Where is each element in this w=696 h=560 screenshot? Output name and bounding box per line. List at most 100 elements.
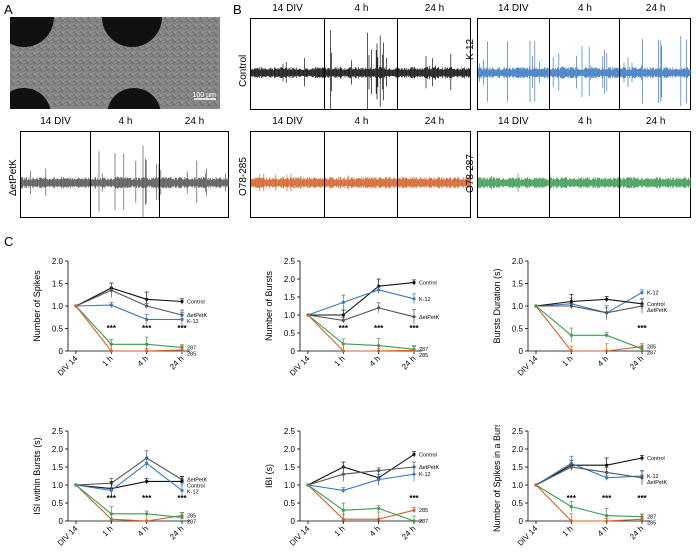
y-tick-label: 2.5 bbox=[284, 257, 296, 266]
data-point bbox=[412, 281, 416, 285]
data-point bbox=[341, 300, 345, 304]
data-point bbox=[605, 470, 609, 474]
chart-svg: 0 0.5 1.0 1.5 2.0 2.5 DIV 14 1 h 4 h 24 h Number o… bbox=[264, 257, 440, 378]
x-tick-label: DIV 14 bbox=[516, 524, 540, 548]
trace-waveform bbox=[478, 173, 549, 192]
x-tick-label: 24 h bbox=[400, 354, 417, 371]
series-line bbox=[75, 305, 183, 348]
y-tick-label: 0 bbox=[519, 347, 524, 356]
x-tick-label: DIV 14 bbox=[288, 354, 312, 378]
trace-waveform bbox=[549, 46, 621, 97]
significance-stars: *** bbox=[374, 324, 384, 333]
y-tick-label: 1.5 bbox=[52, 463, 64, 472]
data-point bbox=[569, 299, 573, 304]
series-end-label: K-12 bbox=[647, 474, 659, 480]
data-point bbox=[534, 304, 538, 308]
series-end-label: Control bbox=[187, 300, 205, 306]
data-point bbox=[109, 512, 113, 516]
data-point bbox=[569, 304, 573, 308]
trace-segment: 14 DIV bbox=[251, 3, 324, 109]
series-end-label: 285 bbox=[187, 351, 196, 357]
data-point bbox=[145, 297, 149, 301]
segment-label: 24 h bbox=[645, 3, 666, 14]
y-axis-label: Number of Spikes bbox=[32, 270, 42, 342]
series-line bbox=[75, 462, 183, 491]
data-point bbox=[180, 348, 184, 352]
data-point bbox=[341, 472, 345, 476]
y-tick-label: 2.0 bbox=[284, 275, 296, 284]
series-end-label: K-12 bbox=[419, 472, 431, 478]
chart-3: 0 0.5 1.0 1.5 2.0 DIV 14 1 h 4 h 24 h Bursts Dura… bbox=[480, 255, 690, 390]
significance-stars: *** bbox=[637, 324, 647, 333]
y-tick-label: 1.0 bbox=[512, 481, 524, 490]
data-point bbox=[109, 349, 113, 353]
x-tick-label: 4 h bbox=[596, 354, 610, 368]
trace-segment: 24 h bbox=[159, 116, 229, 217]
data-point bbox=[412, 315, 416, 319]
series-line bbox=[75, 305, 183, 352]
chart-svg: 0 0.5 1.0 1.5 2.0 DIV 14 1 h 4 h 24 h Bursts Dura… bbox=[492, 257, 668, 378]
trace-segment: 4 h bbox=[90, 116, 160, 217]
panel-letter-a: A bbox=[4, 2, 13, 17]
electrode-bottom-left bbox=[10, 88, 51, 109]
data-point bbox=[377, 288, 381, 292]
data-point bbox=[109, 288, 113, 292]
series-line bbox=[535, 298, 643, 307]
trace-waveform bbox=[251, 58, 324, 87]
trace-box-3: 14 DIV 4 h 24 h ΔetPetK bbox=[8, 116, 229, 218]
significance-stars: *** bbox=[567, 494, 577, 503]
trace-waveform bbox=[91, 145, 160, 217]
data-point bbox=[605, 297, 609, 301]
series-line bbox=[307, 484, 415, 522]
x-tick-label: DIV 14 bbox=[516, 354, 540, 378]
trace-segment: 4 h bbox=[324, 116, 398, 217]
data-point bbox=[377, 506, 381, 510]
y-tick-label: 2.0 bbox=[284, 445, 296, 454]
data-point bbox=[377, 469, 381, 473]
y-tick-label: 2.5 bbox=[512, 427, 524, 436]
series-line bbox=[535, 466, 643, 486]
series-end-label: 285 bbox=[187, 514, 196, 520]
significance-stars: *** bbox=[177, 494, 187, 503]
trace-signal bbox=[620, 36, 691, 107]
data-point bbox=[145, 461, 149, 465]
data-point bbox=[145, 349, 149, 353]
series-end-label: K-12 bbox=[419, 297, 431, 303]
y-tick-label: 1.5 bbox=[512, 463, 524, 472]
series-line bbox=[307, 314, 415, 352]
data-point bbox=[341, 313, 345, 317]
trace-segment: 24 h bbox=[397, 116, 471, 217]
significance-stars: *** bbox=[177, 324, 187, 333]
segment-label: 4 h bbox=[354, 116, 369, 127]
segment-label: 24 h bbox=[424, 3, 445, 14]
y-tick-label: 0 bbox=[59, 347, 64, 356]
data-point bbox=[145, 317, 149, 322]
trace-segment: 4 h bbox=[548, 116, 621, 217]
data-point bbox=[306, 313, 310, 317]
mea-micrograph: 100 µm bbox=[10, 17, 220, 109]
x-tick-label: 24 h bbox=[168, 524, 185, 541]
series-line bbox=[307, 466, 415, 486]
trace-condition-label: O78-287 bbox=[465, 154, 476, 194]
trace-waveform bbox=[160, 160, 229, 204]
y-tick-label: 2.5 bbox=[52, 427, 64, 436]
trace-signal bbox=[549, 46, 621, 97]
x-tick-label: 1 h bbox=[333, 524, 347, 538]
trace-segment: 24 h bbox=[619, 116, 691, 217]
electrode-top-left bbox=[10, 17, 54, 47]
series-end-label: 287 bbox=[647, 351, 656, 357]
y-tick-label: 2.0 bbox=[52, 445, 64, 454]
y-tick-label: 0 bbox=[291, 347, 296, 356]
data-point bbox=[180, 479, 184, 483]
series-line bbox=[535, 457, 643, 486]
chart-2: 0 0.5 1.0 1.5 2.0 2.5 DIV 14 1 h 4 h 24 h Number o… bbox=[252, 255, 462, 390]
y-tick-label: 1.5 bbox=[284, 293, 296, 302]
data-point bbox=[605, 463, 609, 467]
series-end-label: Control bbox=[647, 302, 665, 308]
series-line bbox=[535, 305, 643, 350]
series-end-label: ΔetPetK bbox=[647, 480, 668, 486]
y-tick-label: 0.5 bbox=[512, 325, 524, 334]
data-point bbox=[377, 349, 381, 353]
trace-signal bbox=[620, 177, 691, 189]
data-point bbox=[640, 304, 644, 308]
